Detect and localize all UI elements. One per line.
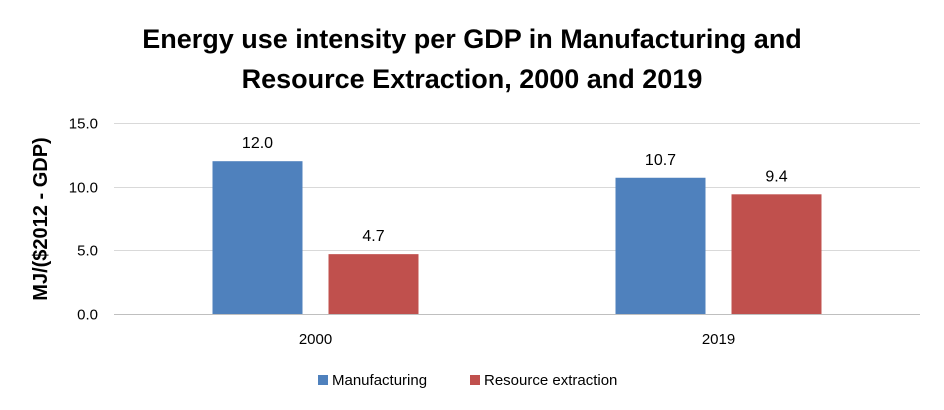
legend: Manufacturing Resource extraction <box>318 372 617 389</box>
legend-label: Manufacturing <box>332 372 427 389</box>
y-tick-labels: 0.0 5.0 10.0 15.0 <box>69 116 98 324</box>
data-label: 9.4 <box>765 168 787 185</box>
chart-title-line-2: Resource Extraction, 2000 and 2019 <box>242 64 703 94</box>
x-tick-label: 2019 <box>702 331 735 348</box>
legend-swatch-resource-extraction <box>470 375 480 385</box>
y-tick-label: 0.0 <box>77 307 98 324</box>
legend-label: Resource extraction <box>484 372 617 389</box>
y-tick-label: 5.0 <box>77 243 98 260</box>
y-tick-label: 15.0 <box>69 116 98 133</box>
bar-resource-extraction-2019 <box>731 194 822 314</box>
bar-manufacturing-2019 <box>615 177 706 314</box>
data-labels: 12.0 4.7 10.7 9.4 <box>242 135 788 245</box>
x-tick-label: 2000 <box>299 331 332 348</box>
legend-swatch-manufacturing <box>318 375 328 385</box>
x-tick-labels: 2000 2019 <box>299 331 735 348</box>
bars <box>212 161 822 314</box>
bar-manufacturing-2000 <box>212 161 303 314</box>
data-label: 10.7 <box>645 152 676 169</box>
y-tick-label: 10.0 <box>69 180 98 197</box>
y-axis-label: MJ/($2012 - GDP) <box>30 137 52 300</box>
data-label: 4.7 <box>362 228 384 245</box>
chart-title-line-1: Energy use intensity per GDP in Manufact… <box>142 24 802 54</box>
bar-resource-extraction-2000 <box>328 254 419 314</box>
data-label: 12.0 <box>242 135 273 152</box>
